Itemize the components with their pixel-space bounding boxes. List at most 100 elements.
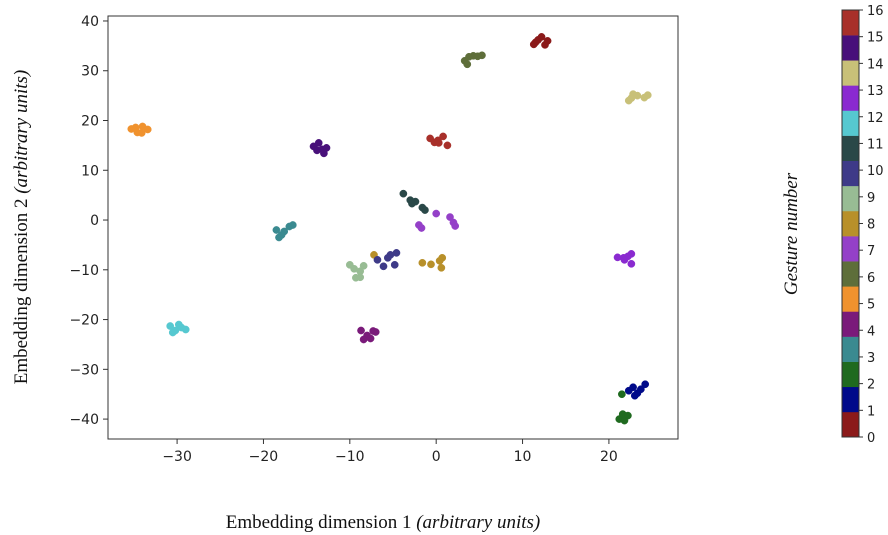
x-tick-label: 0 — [432, 449, 441, 465]
data-point-gesture-12 — [174, 320, 183, 329]
y-tick-label: 20 — [81, 114, 99, 130]
colorbar-segment-0 — [842, 411, 859, 438]
x-tick-label: 20 — [600, 449, 618, 465]
y-axis-ticks: 40 30 20 10 0 −10 −20 −30 −40 — [69, 14, 108, 428]
y-tick-label: −10 — [69, 263, 99, 279]
data-point-gesture-12 — [166, 322, 175, 330]
y-tick-label: −40 — [69, 412, 99, 428]
colorbar-segment-14 — [842, 60, 859, 86]
data-point-gesture-10 — [390, 260, 399, 269]
y-tick-label: 0 — [90, 213, 99, 229]
data-point-gesture-12 — [181, 325, 190, 334]
data-point-gesture-9 — [356, 273, 365, 282]
data-point-gesture-5 — [143, 125, 152, 134]
data-point-gesture-0 — [531, 38, 540, 47]
data-point-gesture-10 — [379, 262, 388, 271]
data-point-gesture-4 — [366, 334, 375, 343]
data-point-gesture-5 — [137, 129, 146, 137]
scatter-points — [127, 33, 652, 425]
colorbar-tick-label: 7 — [867, 244, 875, 259]
data-point-gesture-7 — [417, 224, 426, 232]
colorbar-segment-10 — [842, 160, 859, 187]
x-axis-ticks: −30 −20 −10 0 10 20 — [162, 439, 618, 465]
x-tick-label: 10 — [514, 449, 532, 465]
colorbar-segment-13 — [842, 85, 859, 111]
colorbar-tick-label: 11 — [867, 137, 884, 152]
colorbar-segment-6 — [842, 261, 859, 287]
colorbar-tick-label: 10 — [867, 164, 884, 179]
colorbar-segment-16 — [842, 10, 859, 36]
data-point-gesture-15 — [320, 149, 328, 158]
data-point-gesture-8 — [437, 263, 446, 272]
colorbar-segment-4 — [842, 311, 859, 337]
data-point-gesture-11 — [399, 189, 408, 198]
y-tick-label: 30 — [81, 64, 99, 80]
data-point-gesture-15 — [314, 139, 323, 147]
data-point-gesture-2 — [620, 416, 629, 425]
colorbar-segment-3 — [842, 336, 859, 362]
data-point-gesture-6 — [473, 52, 482, 61]
data-point-gesture-3 — [288, 221, 297, 229]
x-tick-label: −10 — [335, 449, 365, 465]
colorbar-tick-label: 13 — [867, 84, 884, 99]
colorbar-segment-1 — [842, 386, 859, 413]
data-point-gesture-8 — [427, 260, 435, 269]
data-point-gesture-3 — [275, 233, 283, 242]
data-point-gesture-10 — [373, 255, 382, 264]
colorbar-segment-15 — [842, 35, 859, 61]
data-point-gesture-8 — [438, 254, 447, 262]
data-point-gesture-10 — [392, 249, 401, 257]
data-point-gesture-7 — [446, 213, 454, 221]
data-point-gesture-13 — [627, 259, 636, 268]
x-tick-label: −20 — [249, 449, 279, 465]
data-point-gesture-11 — [421, 206, 429, 214]
data-point-gesture-13 — [627, 250, 636, 258]
colorbar-tick-label: 2 — [867, 378, 875, 393]
data-point-gesture-0 — [537, 33, 546, 41]
data-point-gesture-2 — [618, 390, 626, 399]
colorbar-segment-2 — [842, 361, 859, 388]
data-point-gesture-9 — [359, 261, 368, 270]
x-tick-label: −30 — [162, 449, 192, 465]
colorbar-tick-label: 15 — [867, 31, 884, 46]
data-point-gesture-10 — [383, 254, 392, 262]
colorbar-tick-label: 6 — [867, 271, 875, 286]
data-point-gesture-1 — [629, 383, 637, 392]
colorbar-tick-label: 5 — [867, 298, 875, 313]
data-point-gesture-14 — [627, 94, 636, 102]
y-tick-label: 10 — [81, 163, 99, 179]
colorbar-tick-label: 1 — [867, 404, 875, 419]
colorbar-title: Gesture number — [781, 172, 802, 295]
data-point-gesture-16 — [434, 136, 442, 145]
y-axis-title: Embedding dimension 2 (arbitrary units) — [11, 70, 32, 385]
data-point-gesture-3 — [272, 226, 281, 234]
colorbar-tick-label: 0 — [867, 431, 875, 446]
data-point-gesture-7 — [432, 209, 441, 218]
colorbar-tick-label: 4 — [867, 324, 875, 339]
colorbar-segment-12 — [842, 110, 859, 136]
data-point-gesture-1 — [637, 385, 645, 394]
colorbar-segment-9 — [842, 185, 859, 212]
data-point-gesture-15 — [313, 146, 321, 155]
data-point-gesture-5 — [131, 123, 140, 132]
data-point-gesture-1 — [630, 391, 639, 400]
data-point-gesture-13 — [620, 255, 629, 264]
colorbar-tick-label: 16 — [867, 4, 884, 19]
data-point-gesture-0 — [543, 37, 552, 45]
y-tick-label: −20 — [69, 313, 99, 329]
data-point-gesture-1 — [641, 380, 650, 389]
data-point-gesture-12 — [168, 328, 177, 337]
data-point-gesture-4 — [359, 335, 368, 344]
data-point-gesture-16 — [439, 132, 447, 141]
data-point-gesture-6 — [463, 60, 472, 69]
colorbar-segment-8 — [842, 210, 859, 237]
colorbar-tick-label: 12 — [867, 111, 884, 126]
plot-frame — [107, 15, 679, 440]
colorbar-segment-7 — [842, 236, 859, 262]
colorbar-tick-label: 8 — [867, 218, 875, 233]
data-point-gesture-7 — [451, 222, 460, 230]
colorbar-tick-label: 9 — [867, 191, 875, 206]
data-point-gesture-14 — [643, 91, 652, 99]
